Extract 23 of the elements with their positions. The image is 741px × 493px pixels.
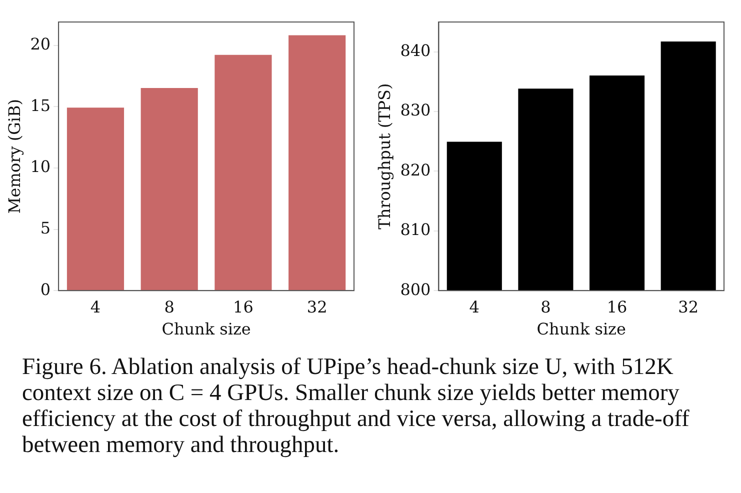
x-tick-label: 4 <box>469 297 480 316</box>
y-tick-label: 20 <box>30 34 51 54</box>
x-tick-label: 32 <box>306 297 328 316</box>
y-tick-label: 5 <box>40 218 51 238</box>
y-tick-label: 0 <box>40 280 51 299</box>
x-tick-label: 32 <box>678 297 699 316</box>
y-tick-label: 10 <box>30 157 51 176</box>
y-tick-label: 840 <box>400 41 431 60</box>
caption: Figure 6. Ablation analysis of UPipe’s head-chunk size U, with 512K context size on C = 4 GPUs. Smaller chunk size yields better memory efficiency at the cost of throughput and vice versa, allowing a trade-off between memory and throughput. <box>22 354 690 458</box>
x-axis-title: Chunk size <box>536 320 626 339</box>
x-tick-label: 8 <box>164 297 174 316</box>
y-tick-label: 810 <box>400 220 431 240</box>
y-axis-title: Throughput (TPS) <box>374 83 394 230</box>
y-tick-label: 15 <box>30 96 51 115</box>
x-axis-title: Chunk size <box>162 320 251 339</box>
y-tick-label: 820 <box>400 160 431 180</box>
x-tick-label: 16 <box>233 297 254 316</box>
x-tick-label: 16 <box>606 297 628 316</box>
x-tick-label: 4 <box>90 297 101 316</box>
y-tick-label: 800 <box>400 280 431 299</box>
y-tick-label: 830 <box>400 100 431 120</box>
y-axis-title: Memory (GiB) <box>4 99 24 214</box>
x-tick-label: 8 <box>540 297 551 316</box>
